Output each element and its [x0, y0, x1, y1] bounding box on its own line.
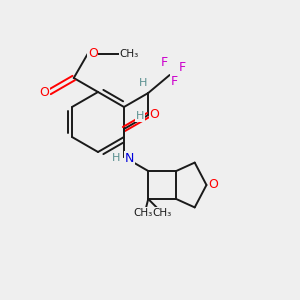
- Text: H: H: [139, 78, 147, 88]
- Text: H: H: [136, 111, 144, 121]
- Text: N: N: [125, 152, 134, 164]
- Text: CH₃: CH₃: [153, 208, 172, 218]
- Text: N: N: [149, 110, 159, 122]
- Text: H: H: [112, 153, 120, 163]
- Text: O: O: [208, 178, 218, 191]
- Text: CH₃: CH₃: [134, 208, 153, 218]
- Text: CH₃: CH₃: [119, 49, 138, 59]
- Text: F: F: [179, 61, 186, 74]
- Text: F: F: [161, 56, 168, 68]
- Text: O: O: [88, 47, 98, 60]
- Text: F: F: [171, 74, 178, 88]
- Text: O: O: [149, 109, 159, 122]
- Text: O: O: [40, 85, 50, 98]
